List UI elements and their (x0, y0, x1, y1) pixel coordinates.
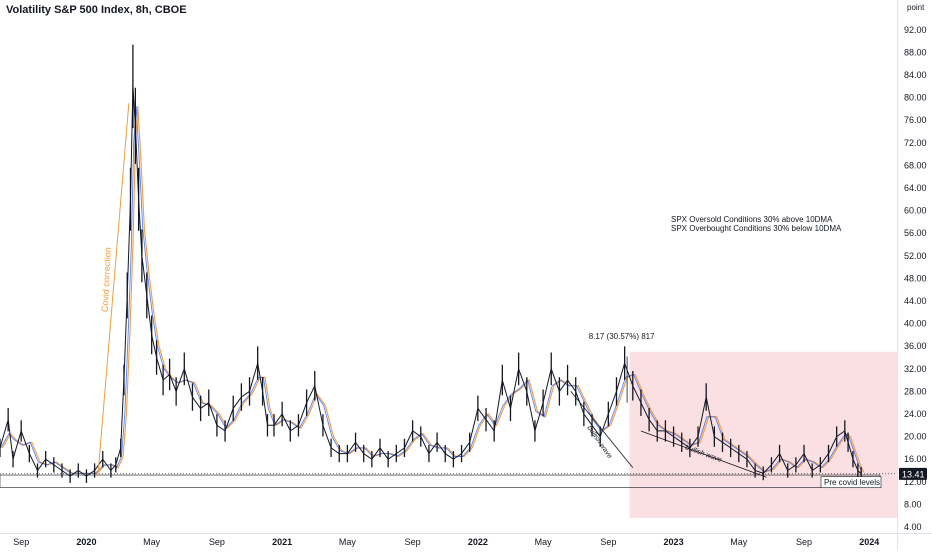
y-tick-label: 4.00 (904, 522, 922, 532)
pre-covid-label: Pre covid levels (824, 478, 880, 487)
y-tick-label: 28.00 (904, 386, 927, 396)
x-tick-label: Sep (209, 537, 225, 547)
x-tick-label: 2023 (664, 537, 684, 547)
y-tick-label: 24.00 (904, 409, 927, 419)
x-tick-label: Sep (600, 537, 616, 547)
spx-overbought-note: SPX Overbought Conditions 30% below 10DM… (671, 224, 842, 233)
y-tick-label: 52.00 (904, 251, 927, 261)
pre-covid-label-box (820, 476, 882, 489)
y-tick-label: 80.00 (904, 93, 927, 103)
y-tick-label: 44.00 (904, 296, 927, 306)
last-price-badge (899, 467, 927, 480)
x-tick-label: May (730, 537, 748, 547)
y-tick-label: 36.00 (904, 341, 927, 351)
y-tick-label: 12.00 (904, 477, 927, 487)
y-tick-label: 60.00 (904, 206, 927, 216)
x-tick-label: 2022 (468, 537, 488, 547)
moving-average-blue (0, 106, 863, 474)
highlight-zone (629, 351, 897, 518)
y-tick-label: 64.00 (904, 183, 927, 193)
y-axis-unit: point (907, 3, 925, 12)
x-tick-label: 2021 (272, 537, 292, 547)
y-tick-label: 16.00 (904, 454, 927, 464)
bullish-wave-label-1: bullish wave (585, 425, 613, 460)
y-tick-label: 32.00 (904, 364, 927, 374)
measure-label: 8.17 (30.57%) 817 (589, 332, 655, 341)
x-tick-label: 2024 (859, 537, 879, 547)
y-tick-label: 92.00 (904, 25, 927, 35)
x-tick-label: 2020 (76, 537, 96, 547)
y-tick-label: 8.00 (904, 499, 922, 509)
x-tick-label: May (143, 537, 161, 547)
y-tick-label: 88.00 (904, 47, 927, 57)
y-tick-label: 48.00 (904, 273, 927, 283)
y-tick-label: 76.00 (904, 115, 927, 125)
spx-oversold-note: SPX Oversold Conditions 30% above 10DMA (671, 215, 833, 224)
bullish-wave-line-1 (570, 391, 634, 468)
x-tick-label: May (535, 537, 553, 547)
x-tick-label: May (339, 537, 357, 547)
y-tick-label: 20.00 (904, 432, 927, 442)
y-tick-label: 72.00 (904, 138, 927, 148)
x-tick-label: Sep (13, 537, 29, 547)
bullish-wave-line-2 (640, 430, 767, 478)
price-line (0, 86, 862, 477)
x-tick-label: Sep (796, 537, 812, 547)
y-tick-label: 68.00 (904, 160, 927, 170)
moving-average-orange (1, 106, 865, 474)
y-tick-label: 56.00 (904, 228, 927, 238)
covid-correction-label: Covid correction (100, 247, 113, 312)
y-tick-label: 84.00 (904, 70, 927, 80)
covid-trendline (97, 103, 130, 477)
x-tick-label: Sep (405, 537, 421, 547)
last-price-value: 13.41 (902, 469, 925, 479)
y-tick-label: 40.00 (904, 319, 927, 329)
chart-title: Volatility S&P 500 Index, 8h, CBOE (6, 4, 187, 16)
